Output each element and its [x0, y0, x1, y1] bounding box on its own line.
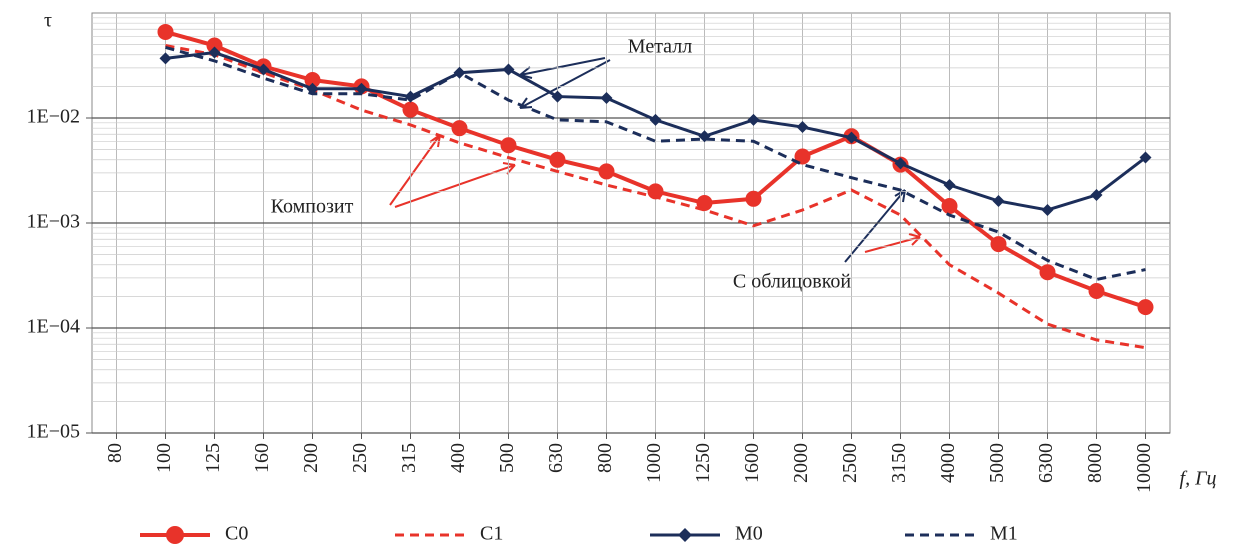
point [647, 183, 664, 200]
legend-marker [166, 526, 184, 544]
legend-label: С1 [480, 523, 503, 545]
legend-label: М0 [735, 523, 763, 545]
x-tick-label: 3150 [888, 443, 910, 483]
point [1041, 203, 1054, 216]
point [257, 63, 270, 76]
y-tick-label: 1E−04 [27, 316, 81, 338]
annotation: Композит [271, 196, 354, 218]
point [1039, 264, 1056, 281]
x-tick-label: 315 [398, 443, 420, 473]
point [157, 23, 174, 40]
point [304, 72, 321, 89]
point [943, 179, 956, 192]
series-line [165, 44, 1146, 350]
point [355, 82, 368, 95]
x-tick-label: 80 [104, 443, 126, 463]
x-tick-label: 8000 [1084, 443, 1106, 483]
point [1137, 299, 1154, 316]
legend-marker [678, 528, 692, 542]
point [598, 163, 615, 180]
point [159, 52, 172, 65]
point [747, 113, 760, 126]
point [600, 92, 613, 105]
point [992, 195, 1005, 208]
point [1090, 188, 1103, 201]
point [696, 195, 713, 212]
x-tick-label: 1600 [741, 443, 763, 483]
point [990, 236, 1007, 253]
point [941, 198, 958, 215]
y-axis-label: τ [44, 10, 52, 32]
x-axis-label: f, Гц [1180, 468, 1217, 490]
point [745, 190, 762, 207]
y-tick-label: 1E−05 [27, 421, 81, 443]
point [502, 63, 515, 76]
point [206, 37, 223, 54]
point [451, 120, 468, 137]
x-tick-label: 160 [251, 443, 273, 473]
legend-label: М1 [990, 523, 1018, 545]
x-tick-label: 630 [545, 443, 567, 473]
legend-label: С0 [225, 523, 248, 545]
x-tick-label: 2500 [839, 443, 861, 483]
point [208, 46, 221, 59]
x-tick-label: 10000 [1133, 443, 1155, 493]
x-tick-label: 800 [594, 443, 616, 473]
y-tick-label: 1E−03 [27, 211, 81, 233]
x-tick-label: 200 [300, 443, 322, 473]
x-tick-label: 6300 [1035, 443, 1057, 483]
point [402, 101, 419, 118]
series-line [165, 45, 1146, 282]
y-tick-label: 1E−02 [27, 106, 81, 128]
point [845, 131, 858, 144]
x-tick-label: 4000 [937, 443, 959, 483]
point [796, 121, 809, 134]
x-tick-label: 1000 [643, 443, 665, 483]
x-tick-label: 5000 [986, 443, 1008, 483]
x-tick-label: 250 [349, 443, 371, 473]
x-tick-label: 1250 [692, 443, 714, 483]
point [551, 90, 564, 103]
x-tick-label: 500 [496, 443, 518, 473]
x-tick-label: 2000 [790, 443, 812, 483]
point [1139, 151, 1152, 164]
x-tick-label: 400 [447, 443, 469, 473]
annotation: Металл [628, 36, 692, 58]
point [549, 151, 566, 168]
point [894, 157, 907, 170]
point [649, 113, 662, 126]
x-tick-label: 125 [202, 443, 224, 473]
annotation: С облицовкой [733, 271, 852, 293]
point [500, 137, 517, 154]
point [1088, 283, 1105, 300]
x-tick-label: 100 [153, 443, 175, 473]
point [794, 148, 811, 165]
